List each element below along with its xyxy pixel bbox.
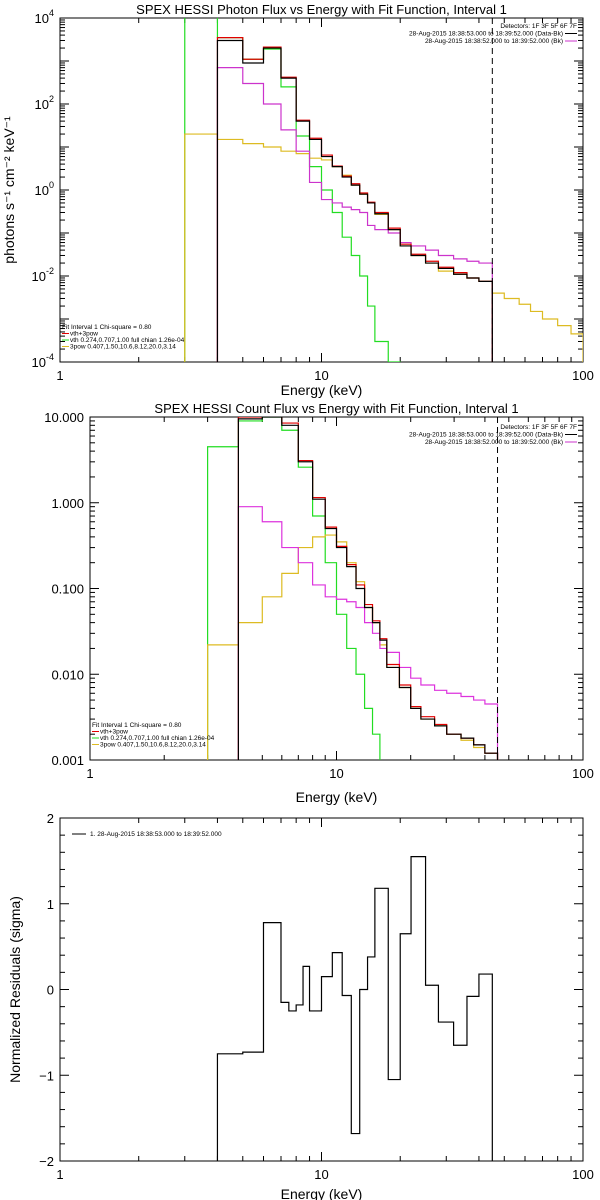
series-bk [237, 506, 499, 760]
x-tick-label: 1 [86, 766, 93, 781]
legend-entry: vth 0.274,0.707,1.00 full chian 1.26e-04 [100, 735, 215, 742]
y-tick-label: 104 [35, 8, 54, 26]
y-tick-label: 2 [47, 811, 54, 826]
series-vth [207, 417, 381, 760]
x-tick-label: 1 [56, 368, 63, 383]
count-flux-panel: SPEX HESSI Count Flux vs Energy with Fit… [44, 401, 594, 805]
y-axis: −2 −1 0 1 2 [39, 811, 583, 1169]
series-vth-3pow [216, 37, 493, 362]
y-tick-label: 0.100 [51, 582, 84, 597]
legend-entry: 3pow 0.407,1.50,10.6,8.12,20.0,3.14 [70, 344, 176, 351]
chart-title: SPEX HESSI Photon Flux vs Energy with Fi… [136, 2, 507, 17]
x-tick-label: 10 [314, 368, 328, 383]
plot-area [216, 855, 493, 1161]
plot-area [184, 18, 583, 362]
x-axis: 1 10 100 [56, 818, 594, 1182]
y-tick-label: 0.001 [51, 753, 84, 768]
x-axis: 1 10 100 [56, 18, 594, 383]
x-tick-label: 10 [329, 766, 343, 781]
y-tick-label: −1 [39, 1068, 54, 1083]
legend-entry: 28-Aug-2015 18:38:52.000 to 18:39:52.000… [425, 38, 563, 45]
x-tick-label: 10 [314, 1167, 328, 1182]
series-bk [216, 67, 493, 362]
legend-entry: 28-Aug-2015 18:38:53.000 to 18:39:52.000… [409, 31, 563, 38]
y-axis-label: Normalized Residuals (sigma) [7, 896, 23, 1083]
y-tick-label: 1 [47, 897, 54, 912]
legend-entry: Detectors: 1F 3F 5F 6F 7F [500, 23, 577, 30]
legend-entry: vth 0.274,0.707,1.00 full chian 1.26e-04 [70, 337, 185, 344]
y-tick-label: 10-2 [32, 266, 54, 284]
legend-bottom: Fit Interval 1 Chi-square = 0.80vth+3pow… [92, 722, 215, 749]
y-tick-label: 1.000 [51, 496, 84, 511]
plot-area [207, 417, 499, 760]
y-tick-label: 0.010 [51, 667, 84, 682]
legend-bottom: Fit Interval 1 Chi-square = 0.80vth+3pow… [62, 324, 185, 351]
y-tick-label: 10-4 [32, 352, 54, 370]
y-axis: 10-4 10-2 100 102 104 [32, 8, 583, 370]
photon-flux-panel: SPEX HESSI Photon Flux vs Energy with Fi… [1, 2, 594, 398]
legend-entry: 3pow 0.407,1.50,10.6,8.12,20.0,3.14 [100, 742, 206, 749]
x-tick-label: 100 [572, 368, 594, 383]
y-axis-label: photons s⁻¹ cm⁻² keV⁻¹ [1, 116, 17, 264]
legend-left: 1. 28-Aug-2015 18:38:53.000 to 18:39:52.… [72, 831, 222, 838]
legend-entry: vth+3pow [100, 729, 128, 736]
x-tick-label: 100 [572, 1167, 594, 1182]
x-axis-label: Energy (keV) [296, 789, 378, 805]
legend-entry: Fit Interval 1 Chi-square = 0.80 [62, 324, 152, 331]
y-tick-label: 100 [35, 180, 54, 198]
y-tick-label: 0 [47, 983, 54, 998]
residuals-panel: 1 10 100 −2 −1 0 1 2 Energy (keV) Normalized Resi… [7, 811, 594, 1200]
chart-title: SPEX HESSI Count Flux vs Energy with Fit… [154, 401, 518, 416]
x-axis-label: Energy (keV) [281, 1186, 363, 1200]
x-tick-label: 100 [572, 766, 594, 781]
legend-entry: Detectors: 1F 3F 5F 6F 7F [500, 424, 577, 431]
legend-entry: Fit Interval 1 Chi-square = 0.80 [92, 722, 182, 729]
x-axis: 1 10 100 [86, 417, 594, 781]
legend-entry: 1. 28-Aug-2015 18:38:53.000 to 18:39:52.… [90, 831, 222, 838]
legend-entry: vth+3pow [70, 331, 98, 338]
series-data-bk [237, 417, 499, 760]
legend-entry: 28-Aug-2015 18:38:52.000 to 18:39:52.000… [425, 439, 563, 446]
x-axis-label: Energy (keV) [281, 382, 363, 398]
x-tick-label: 1 [56, 1167, 63, 1182]
series-residuals [216, 855, 493, 1161]
y-tick-label: 10.000 [44, 410, 84, 425]
series-data-bk [216, 39, 493, 362]
y-tick-label: −2 [39, 1154, 54, 1169]
y-axis: 0.001 0.010 0.100 1.000 10.000 [44, 410, 583, 768]
y-tick-label: 102 [35, 94, 54, 112]
legend-entry: 28-Aug-2015 18:38:53.000 to 18:39:52.000… [409, 432, 563, 439]
